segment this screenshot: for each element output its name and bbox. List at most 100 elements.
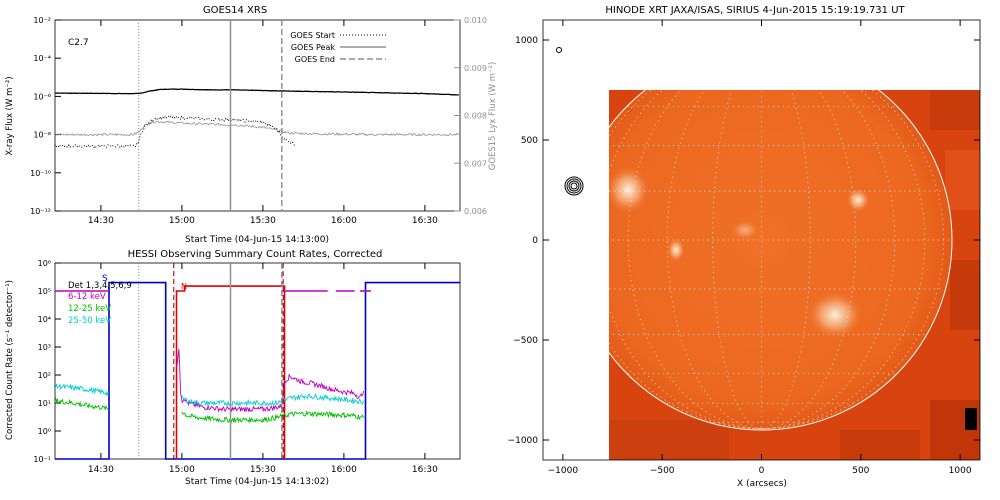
active-regions [609, 166, 870, 339]
active-region-center [667, 238, 685, 262]
hessi-panel: HESSI Observing Summary Count Rates, Cor… [5, 249, 461, 487]
xrt-y-tick-label: 0 [532, 236, 538, 246]
hessi-y-tick-label: 10⁶ [38, 259, 51, 268]
goes-x-tick-label: 16:00 [331, 216, 357, 226]
hessi-state-line-1 [55, 281, 460, 460]
goes-ylabel: X-ray Flux (W m⁻²) [5, 76, 15, 155]
goes-y2-tick-label: 0.010 [464, 16, 487, 25]
hessi-y-tick-label: 10⁰ [38, 427, 51, 436]
goes-x-tick-label: 14:30 [88, 216, 114, 226]
goes-y-tick-label: 10⁻⁶ [33, 92, 51, 101]
xrt-y-tick-label: −1000 [508, 436, 539, 446]
hessi-y-tick-label: 10¹ [38, 399, 51, 408]
goes-y-tick-label: 10⁻¹² [30, 207, 51, 216]
goes-y-ticks: 10⁻¹² 10⁻¹⁰ 10⁻⁸ 10⁻⁶ 10⁻⁴ 10⁻² [30, 16, 61, 216]
hessi-y-tick-label: 10⁻¹ [33, 455, 51, 464]
hessi-title: HESSI Observing Summary Count Rates, Cor… [128, 249, 383, 260]
xrt-panel: HINODE XRT JAXA/ISAS, SIRIUS 4-Jun-2015 … [508, 5, 981, 489]
goes-markers [138, 20, 283, 211]
hessi-y-tick-label: 10² [38, 371, 51, 380]
xrt-x-tick-label: −500 [650, 466, 675, 476]
hessi-series-25-50-keV-seg-1 [54, 382, 109, 397]
goes-annotation: C2.7 [68, 38, 89, 48]
goes-y2-tick-label: 0.009 [464, 64, 487, 73]
hessi-contours [556, 47, 584, 196]
contour-ring [570, 182, 578, 190]
hessi-ylabel: Corrected Count Rate (s⁻¹ detector⁻¹) [5, 280, 15, 440]
xrt-image [609, 90, 980, 460]
goes-y-tick-label: 10⁻⁴ [33, 54, 51, 63]
goes-x-ticks: 14:30 15:00 15:30 16:00 16:30 [88, 20, 438, 226]
goes-y2-ticks: 0.006 0.007 0.008 0.009 0.010 [454, 16, 487, 216]
hessi-series-12-25-keV-seg-2 [181, 409, 365, 424]
goes-legend-start: GOES Start [290, 31, 335, 40]
goes-legend-end: GOES End [295, 55, 335, 64]
hessi-flag-n: N [181, 282, 187, 291]
xrt-y-tick-label: 500 [521, 136, 538, 146]
hessi-legend-det: Det 1,3,4,5,6,9 [68, 281, 132, 291]
hessi-legend: Det 1,3,4,5,6,9 6-12 keV 12-25 keV 25-50… [68, 281, 132, 326]
contour-ring [566, 178, 582, 194]
goes-y-tick-label: 10⁻⁸ [33, 131, 51, 140]
hessi-flag-s: S [102, 274, 108, 284]
hessi-series-25-50-keV-seg-2 [181, 393, 365, 407]
contour-ring [568, 180, 580, 192]
hessi-plot-frame [54, 262, 461, 460]
hessi-state-line-2 [175, 285, 286, 459]
goes-plot-frame [54, 19, 461, 212]
hessi-xlabel: Start Time (04-Jun-15 14:13:02) [185, 477, 329, 487]
xrt-y-tick-label: −500 [513, 336, 538, 346]
goes-series-line-3 [54, 115, 296, 149]
hessi-y-tick-label: 10⁴ [38, 315, 51, 324]
hessi-x-tick-label: 15:00 [169, 465, 195, 475]
xrt-lat-lon-grid [609, 90, 951, 430]
goes-series-line-2 [54, 120, 460, 137]
contour-ring [564, 176, 584, 196]
active-region-east [609, 166, 650, 214]
hessi-x-tick-label: 15:30 [250, 465, 276, 475]
goes-y-tick-label: 10⁻² [33, 16, 51, 25]
hessi-x-ticks: 14:30 15:00 15:30 16:00 16:30 [88, 263, 438, 475]
goes-xlabel: Start Time (04-Jun-15 14:13:00) [185, 235, 329, 245]
goes-x-tick-label: 15:30 [250, 216, 276, 226]
hessi-y-tick-label: 10³ [38, 343, 51, 352]
hessi-x-tick-label: 16:00 [331, 465, 357, 475]
hessi-legend-25-50: 25-50 keV [68, 316, 111, 326]
goes-legend: GOES Start GOES Peak GOES End [290, 31, 386, 64]
active-region-south [807, 291, 863, 339]
goes-y2-tick-label: 0.007 [464, 159, 487, 168]
goes-y-tick-label: 10⁻¹⁰ [30, 169, 51, 178]
xrt-title: HINODE XRT JAXA/ISAS, SIRIUS 4-Jun-2015 … [605, 5, 905, 16]
goes-legend-peak: GOES Peak [291, 43, 336, 52]
hessi-series-6-12-keV-seg-2 [176, 348, 365, 413]
solar-disk [609, 90, 952, 430]
active-region-faint [731, 220, 759, 240]
xrt-y-tick-label: 1000 [515, 36, 538, 46]
goes-x-tick-label: 15:00 [169, 216, 195, 226]
xrt-x-tick-label: 0 [759, 466, 765, 476]
xrt-pixelation [609, 90, 980, 460]
hessi-legend-6-12: 6-12 keV [68, 292, 106, 302]
solar-limb [609, 90, 953, 431]
xrt-x-tick-label: 1000 [949, 466, 972, 476]
xrt-x-tick-label: 500 [852, 466, 869, 476]
xrt-x-tick-label: −1000 [548, 466, 579, 476]
goes-series-line-1 [55, 88, 459, 96]
xrt-xlabel: X (arcsecs) [737, 479, 787, 489]
hessi-y-tick-label: 10⁵ [38, 287, 51, 296]
hessi-x-tick-label: 14:30 [88, 465, 114, 475]
goes-y2-tick-label: 0.008 [464, 112, 487, 121]
goes-y2label: GOES15 Lyx Flux (W m⁻²) [488, 62, 498, 171]
hessi-y-ticks: 10⁻¹ 10⁰ 10¹ 10² 10³ 10⁴ 10⁵ 10⁶ [33, 259, 61, 464]
hessi-markers [138, 263, 284, 459]
hessi-x-tick-label: 16:30 [412, 465, 438, 475]
active-region-north [846, 188, 870, 212]
xrt-dark-pixels [965, 408, 977, 430]
goes-x-tick-label: 16:30 [412, 216, 438, 226]
hessi-series-12-25-keV-seg-1 [54, 397, 109, 411]
hessi-series [54, 281, 460, 460]
hessi-legend-12-25: 12-25 keV [68, 304, 111, 314]
xrt-y-ticks: −1000 −500 0 500 1000 [508, 36, 980, 446]
goes-panel: GOES14 XRS C2.7 14:30 15:00 15:30 16:00 16:3… [5, 5, 498, 245]
